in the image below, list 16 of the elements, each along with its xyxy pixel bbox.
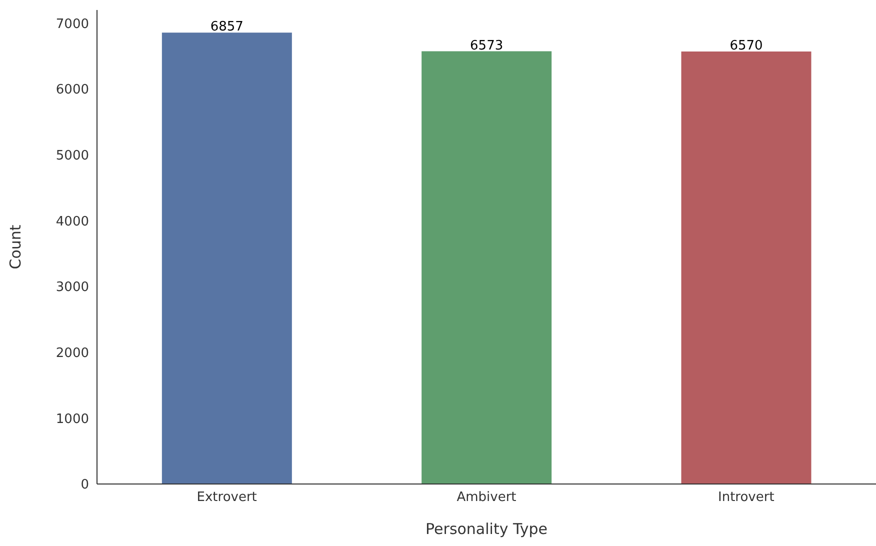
x-axis-title: Personality Type: [426, 520, 548, 538]
y-tick-label: 1000: [56, 412, 89, 427]
y-tick-label: 6000: [56, 82, 89, 98]
x-tick-label: Extrovert: [196, 490, 257, 506]
x-tick-label: Ambivert: [456, 490, 516, 506]
y-tick-label: 3000: [56, 280, 89, 296]
y-tick-label: 0: [80, 478, 89, 493]
y-tick-label: 4000: [56, 214, 89, 230]
data-label: 6570: [730, 38, 763, 54]
y-axis-title: Count: [6, 224, 24, 270]
data-label: 6573: [470, 38, 504, 54]
y-tick-label: 5000: [56, 148, 89, 164]
y-tick-label: 7000: [56, 16, 89, 32]
y-tick-label: 2000: [56, 346, 89, 361]
data-label: 6857: [210, 20, 244, 35]
x-tick-label: Introvert: [718, 490, 774, 506]
